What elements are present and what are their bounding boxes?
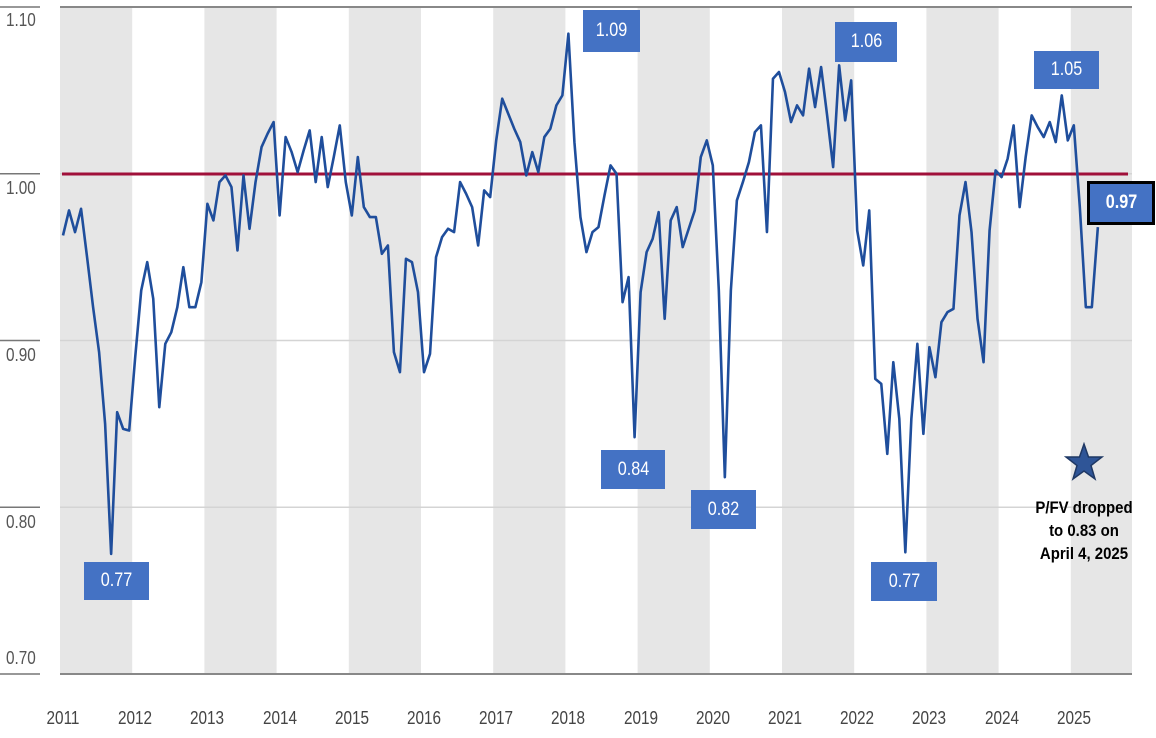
y-tick-label: 1.10 [6,10,36,30]
x-tick-label-2016: 2016 [406,708,442,728]
x-tick-label-2023: 2023 [912,708,947,728]
x-tick-label-2025: 2025 [1056,708,1091,728]
x-tick-label-2021: 2021 [767,708,803,728]
callout-current: 0.97 [1087,181,1155,225]
callout-low-2011: 0.77 [84,562,149,600]
x-tick-label-2018: 2018 [551,708,586,728]
callout-low-2022: 0.77 [871,562,937,601]
x-tick-label-2024: 2024 [984,708,1019,728]
x-tick-label-2019: 2019 [623,708,658,728]
y-tick-label: 0.80 [6,512,36,532]
x-tick-label-2017: 2017 [479,708,514,728]
callout-peak-2018: 1.09 [583,10,640,52]
callout-low-2018: 0.84 [601,450,665,489]
callout-low-2020: 0.82 [691,490,756,529]
pfv-series [61,32,1100,556]
y-tick-label: 0.90 [6,345,36,365]
x-tick-label-2013: 2013 [190,708,225,728]
annotation-text: P/FV dropped to 0.83 on April 4, 2025 [1035,498,1133,563]
y-tick-label: 1.00 [6,178,36,198]
callout-peak-2021: 1.06 [835,22,897,62]
x-tick-label-2015: 2015 [334,708,369,728]
x-tick-label-2011: 2011 [46,708,80,728]
star-icon [1064,442,1104,481]
x-tick-label-2020: 2020 [695,708,730,728]
callout-peak-2024: 1.05 [1034,51,1099,89]
x-tick-label-2012: 2012 [118,708,153,728]
x-tick-label-2022: 2022 [840,708,875,728]
y-tick-label: 0.70 [6,648,36,668]
x-tick-label-2014: 2014 [262,708,297,728]
